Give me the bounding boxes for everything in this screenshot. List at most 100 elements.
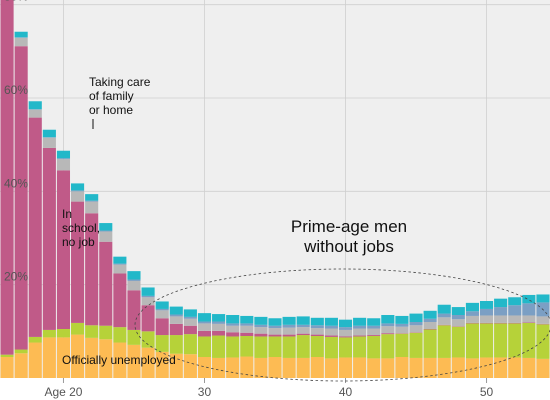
bar-school-age-21 <box>71 201 85 323</box>
bar-caregiving-age-29 <box>183 316 197 319</box>
bar-retired-age-33 <box>240 315 254 324</box>
bar-disabled-age-47 <box>437 325 451 358</box>
bar-other-age-48 <box>451 319 465 327</box>
bar-caregiving-age-42 <box>367 325 381 329</box>
bar-unemployed-age-42 <box>367 358 381 378</box>
bar-school-age-33 <box>240 332 254 336</box>
bar-other-age-36 <box>282 327 296 335</box>
care-label-line-1: Taking care <box>89 75 151 89</box>
prime-age-annotation: Prime-age men without jobs <box>291 217 407 256</box>
bar-disabled-age-31 <box>212 335 226 358</box>
x-tick-label: 30 <box>198 385 212 399</box>
bar-unemployed-age-22 <box>85 337 99 378</box>
bar-other-age-42 <box>367 328 381 336</box>
bar-retired-age-51 <box>494 298 508 308</box>
y-tick-label: 40% <box>4 176 28 190</box>
y-tick-label: 20% <box>4 270 28 284</box>
bar-disabled-age-45 <box>409 332 423 358</box>
bar-retired-age-38 <box>310 317 324 326</box>
bar-other-age-44 <box>395 326 409 334</box>
bar-disabled-age-52 <box>508 323 522 358</box>
bar-unemployed-age-26 <box>141 347 155 378</box>
bar-other-age-18 <box>28 109 42 118</box>
bar-school-age-25 <box>127 290 141 330</box>
bar-unemployed-age-46 <box>423 357 437 378</box>
bar-retired-age-53 <box>522 294 536 304</box>
bar-other-age-47 <box>437 317 451 325</box>
bar-disabled-age-54 <box>536 324 550 359</box>
bar-disabled-age-26 <box>141 331 155 348</box>
bar-retired-age-20 <box>56 150 71 159</box>
bar-unemployed-age-23 <box>99 339 113 378</box>
school-label-line-2: school, <box>62 221 100 235</box>
bar-retired-age-47 <box>437 304 451 314</box>
bar-retired-age-34 <box>254 316 268 325</box>
bar-disabled-age-25 <box>127 329 141 345</box>
bar-disabled-age-43 <box>381 334 395 359</box>
bar-retired-age-49 <box>465 302 479 312</box>
x-tick-label: 40 <box>339 385 353 399</box>
bar-unemployed-age-24 <box>113 342 127 378</box>
bar-unemployed-age-17 <box>14 353 28 378</box>
bar-caregiving-age-21 <box>71 190 85 192</box>
bar-retired-age-40 <box>338 319 353 328</box>
bar-caregiving-age-43 <box>381 323 395 327</box>
bar-school-age-27 <box>155 318 169 336</box>
bar-caregiving-age-46 <box>423 318 437 322</box>
unemployed-label: Officially unemployed <box>62 353 176 367</box>
bar-school-age-24 <box>113 273 127 328</box>
bar-caregiving-age-36 <box>282 324 296 328</box>
bar-retired-age-32 <box>226 315 240 324</box>
bar-unemployed-age-32 <box>226 357 240 378</box>
bar-caregiving-age-33 <box>240 323 254 326</box>
bar-disabled-age-29 <box>183 334 197 355</box>
bar-caregiving-age-28 <box>169 314 183 317</box>
bar-caregiving-age-32 <box>226 323 240 326</box>
bar-other-age-54 <box>536 316 550 324</box>
bar-school-age-43 <box>381 333 395 335</box>
bar-unemployed-age-27 <box>155 351 169 378</box>
bar-retired-age-19 <box>42 129 56 138</box>
bar-disabled-age-27 <box>155 335 169 352</box>
bar-caregiving-age-50 <box>479 308 494 316</box>
care-annotation: Taking care of family or home <box>89 75 151 129</box>
bar-unemployed-age-49 <box>465 358 479 378</box>
bar-unemployed-age-48 <box>451 357 465 378</box>
bar-unemployed-age-39 <box>324 358 338 378</box>
bar-other-age-31 <box>212 323 226 331</box>
care-label-line-2: of family <box>89 89 134 103</box>
x-tick-label: Age 20 <box>44 385 82 399</box>
bar-retired-age-45 <box>409 313 423 322</box>
bar-caregiving-age-52 <box>508 305 522 316</box>
bar-disabled-age-42 <box>367 336 381 359</box>
bar-unemployed-age-29 <box>183 354 197 378</box>
bar-retired-age-18 <box>28 101 42 110</box>
bar-caregiving-age-40 <box>338 327 353 330</box>
bar-caregiving-age-27 <box>155 308 169 311</box>
bar-caregiving-age-34 <box>254 324 268 328</box>
bar-disabled-age-40 <box>338 337 353 358</box>
bar-disabled-age-32 <box>226 336 240 358</box>
bar-disabled-age-41 <box>353 336 367 358</box>
bar-caregiving-age-20 <box>56 158 71 160</box>
bar-school-age-28 <box>169 323 183 336</box>
bar-disabled-age-50 <box>479 323 494 358</box>
bar-disabled-age-19 <box>42 329 56 338</box>
bar-unemployed-age-44 <box>395 357 409 378</box>
bar-caregiving-age-53 <box>522 303 536 316</box>
bar-unemployed-age-43 <box>381 358 395 378</box>
bar-school-age-22 <box>85 213 99 326</box>
bar-caregiving-age-30 <box>197 321 212 324</box>
bar-retired-age-25 <box>127 271 141 280</box>
bar-retired-age-48 <box>451 307 465 315</box>
bar-caregiving-age-37 <box>296 324 310 328</box>
bar-caregiving-age-49 <box>465 311 479 316</box>
bar-disabled-age-24 <box>113 327 127 343</box>
bar-unemployed-age-20 <box>56 337 71 378</box>
bar-disabled-age-28 <box>169 335 183 354</box>
bar-unemployed-age-18 <box>28 342 42 378</box>
bar-retired-age-43 <box>381 315 395 324</box>
bar-unemployed-age-40 <box>338 357 353 378</box>
bar-other-age-53 <box>522 315 536 323</box>
x-axis: Age 20 30 40 50 <box>44 378 494 399</box>
